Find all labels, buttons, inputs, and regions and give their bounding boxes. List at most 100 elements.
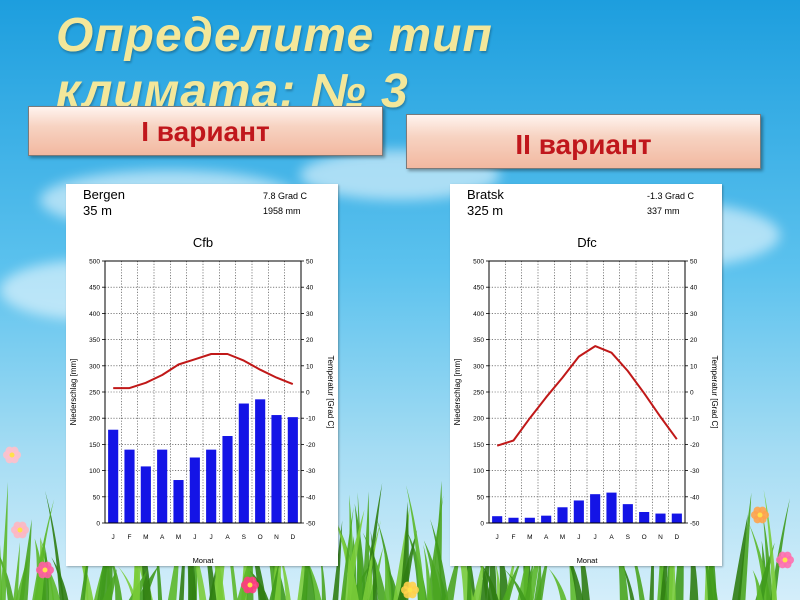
left-tick-label: 150 (473, 442, 484, 449)
grass-blade (367, 555, 374, 600)
precip-bar (222, 436, 233, 523)
precip-bar (590, 494, 601, 523)
grass-blade (406, 485, 426, 600)
left-tick-label: 300 (473, 363, 484, 370)
mean-temperature: 7.8 Grad C (263, 191, 308, 201)
grass-blade (357, 492, 363, 600)
grass-blade (430, 518, 449, 600)
precip-bar (287, 417, 298, 523)
month-label: M (560, 534, 565, 541)
left-tick-label: 350 (89, 337, 100, 344)
left-tick-label: 500 (89, 259, 100, 266)
month-label: D (674, 534, 679, 541)
month-label: J (577, 534, 580, 541)
precip-bar (108, 429, 119, 523)
precip-bar (573, 500, 584, 523)
month-label: S (626, 534, 631, 541)
right-tick-label: -30 (306, 468, 316, 475)
grass-blade (423, 544, 433, 600)
grass-blade (269, 560, 280, 600)
left-tick-label: 350 (473, 337, 484, 344)
y-axis-label-right: Temperatur [Grad C] (710, 356, 719, 429)
month-label: A (225, 534, 230, 541)
left-tick-label: 250 (89, 390, 100, 397)
station-elevation: 325 m (467, 203, 503, 218)
month-label: F (512, 534, 516, 541)
grass-blade (763, 489, 778, 600)
precip-bar (508, 517, 519, 523)
right-tick-label: 50 (306, 259, 314, 266)
grass-blade (19, 519, 32, 600)
left-tick-label: 0 (480, 521, 484, 528)
right-tick-label: -40 (690, 494, 700, 501)
y-axis-label-left: Niederschlag [mm] (453, 359, 462, 426)
grass-blade (0, 481, 8, 600)
precip-bar (140, 466, 151, 523)
precip-bar (622, 504, 633, 523)
left-tick-label: 250 (473, 390, 484, 397)
chart-title: Dfc (577, 235, 597, 250)
right-tick-label: 30 (690, 311, 698, 318)
grass-blade (109, 554, 123, 600)
flower-center (407, 587, 413, 593)
grass-blade (431, 480, 442, 600)
right-tick-label: -30 (690, 468, 700, 475)
x-axis-label: Monat (193, 556, 215, 565)
grass-blade (178, 519, 186, 600)
grass-blade (301, 561, 307, 600)
month-label: O (258, 534, 263, 541)
month-label: J (594, 534, 597, 541)
mean-temperature: -1.3 Grad C (647, 191, 695, 201)
grass-blade (755, 542, 775, 600)
right-tick-label: 10 (306, 363, 314, 370)
month-label: F (128, 534, 132, 541)
flower-center (757, 512, 763, 518)
month-label: J (210, 534, 213, 541)
grass-blade (472, 557, 484, 600)
month-label: A (160, 534, 165, 541)
variant1-label: I вариант (28, 106, 383, 156)
right-tick-label: 50 (690, 259, 698, 266)
month-label: D (290, 534, 295, 541)
month-label: M (143, 534, 148, 541)
temperature-line (496, 345, 678, 447)
month-label: A (609, 534, 614, 541)
precip-bar (238, 403, 249, 523)
month-label: N (274, 534, 279, 541)
precip-bar (524, 517, 535, 523)
left-tick-label: 100 (473, 468, 484, 475)
grass-blade (548, 568, 567, 600)
month-label: S (242, 534, 247, 541)
precip-bar (189, 457, 200, 523)
left-tick-label: 150 (89, 442, 100, 449)
chart-title: Cfb (193, 235, 213, 250)
precip-bar (124, 449, 135, 523)
annual-precipitation: 1958 mm (263, 206, 301, 216)
grass-blade (13, 542, 21, 600)
chart-grid (489, 261, 685, 523)
grass-blade (102, 568, 117, 600)
temperature-line (113, 353, 294, 390)
grass-blade (363, 482, 383, 600)
grass-blade (51, 557, 69, 600)
right-tick-label: 0 (306, 390, 310, 397)
grass-blade (340, 506, 354, 600)
grass-blade (32, 499, 55, 600)
right-tick-label: -10 (306, 416, 316, 423)
flower-center (782, 557, 788, 563)
precip-bar (206, 449, 217, 523)
left-tick-label: 500 (473, 259, 484, 266)
left-tick-label: 50 (477, 494, 485, 501)
y-axis-label-right: Temperatur [Grad C] (326, 356, 335, 429)
precip-bar (557, 507, 568, 523)
month-label: N (658, 534, 663, 541)
climate-chart-bergen: Bergen 35 m 7.8 Grad C 1958 mm Cfb 0 50 100 150 2… (66, 184, 338, 566)
slide-title-line1: Определите тип (56, 9, 493, 62)
precip-bar (655, 513, 666, 523)
grass-blade (118, 566, 138, 600)
flower-center (247, 582, 253, 588)
left-tick-label: 50 (93, 494, 101, 501)
month-label: M (527, 534, 532, 541)
right-tick-label: -50 (690, 521, 700, 528)
